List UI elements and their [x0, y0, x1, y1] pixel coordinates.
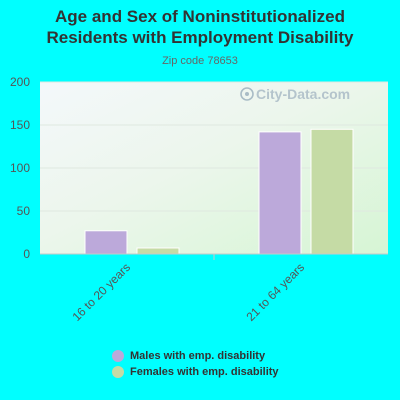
bar-males-1[interactable] [258, 131, 302, 255]
legend-swatch-females [112, 366, 124, 378]
chart-subtitle: Zip code 78653 [162, 55, 238, 67]
bars [84, 128, 354, 255]
y-tick-label: 150 [10, 118, 30, 132]
y-tick-label: 200 [10, 75, 30, 89]
x-tick-label: 21 to 64 years [243, 260, 307, 324]
watermark: City-Data.com [240, 86, 350, 102]
legend-swatch-males [112, 350, 124, 362]
watermark-icon [240, 87, 254, 101]
legend-label-females: Females with emp. disability [130, 366, 279, 378]
legend-item-males: Males with emp. disability [112, 350, 265, 362]
y-tick-label: 50 [17, 204, 31, 218]
bar-females-0[interactable] [136, 247, 180, 255]
watermark-icon-dot [245, 92, 249, 96]
y-tick-label: 0 [23, 247, 30, 261]
bar-females-1[interactable] [310, 128, 354, 255]
x-tick-label: 16 to 20 years [69, 260, 133, 324]
bar-males-0[interactable] [84, 230, 128, 255]
legend-label-males: Males with emp. disability [130, 350, 266, 362]
legend-item-females: Females with emp. disability [112, 366, 279, 378]
chart-title: Age and Sex of Noninstitutionalized Resid… [46, 7, 354, 47]
watermark-text: City-Data.com [256, 86, 350, 102]
y-tick-label: 100 [10, 161, 30, 175]
